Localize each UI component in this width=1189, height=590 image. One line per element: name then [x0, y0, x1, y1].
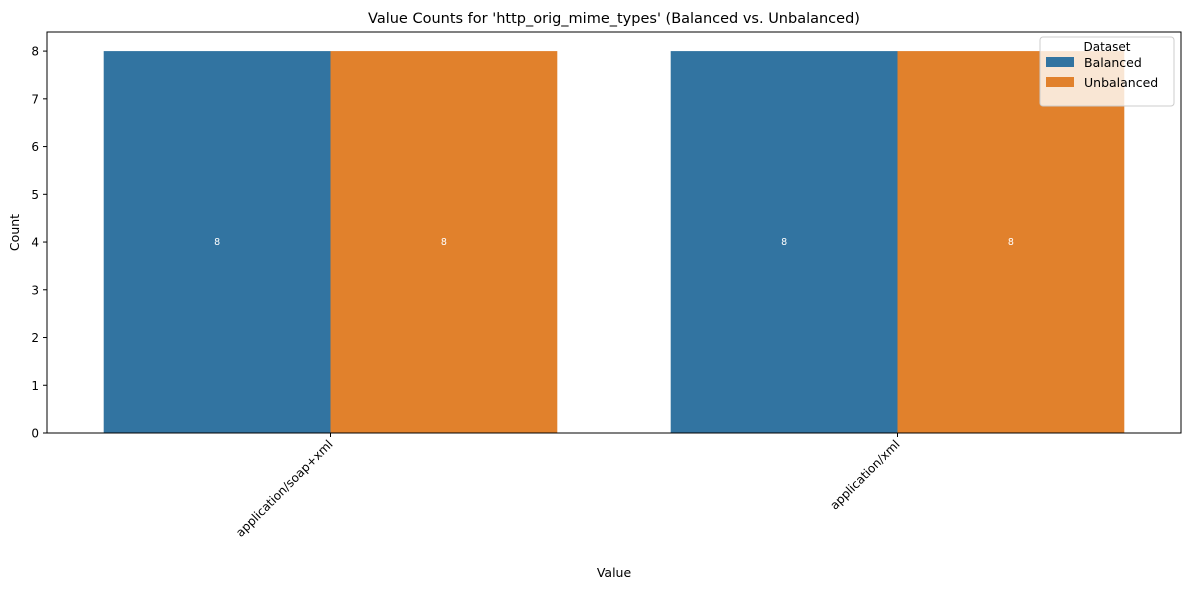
y-tick-label: 6 [31, 140, 39, 154]
data-label-balanced-2: 8 [781, 237, 787, 248]
y-axis: 0 1 2 3 4 5 6 7 8 [31, 45, 47, 441]
x-tick-label: application/xml [827, 437, 902, 512]
data-label-balanced-1: 8 [214, 237, 220, 248]
data-labels: 8 8 8 8 [214, 237, 1014, 248]
y-tick-label: 3 [31, 283, 39, 297]
legend-swatch-balanced [1046, 57, 1074, 67]
bar-balanced-2 [670, 51, 898, 433]
legend-items: Balanced Unbalanced [1046, 55, 1158, 90]
chart-title: Value Counts for 'http_orig_mime_types' … [368, 11, 860, 27]
legend-title: Dataset [1084, 40, 1131, 54]
data-label-unbalanced-1: 8 [441, 237, 447, 248]
y-tick-label: 2 [31, 331, 39, 345]
legend-box [1039, 36, 1175, 107]
data-label-unbalanced-2: 8 [1008, 237, 1014, 248]
x-axis-label: Value [597, 565, 632, 580]
y-tick-label: 1 [31, 379, 39, 393]
y-tick-label: 7 [31, 92, 39, 106]
plot-frame [46, 31, 1182, 434]
legend-swatch-unbalanced [1046, 77, 1074, 87]
bar-unbalanced-2 [897, 51, 1125, 433]
bars [103, 51, 1125, 433]
bar-balanced-1 [103, 51, 331, 433]
y-axis-label: Count [7, 214, 22, 251]
legend: Dataset Balanced Unbalanced [1039, 36, 1175, 107]
y-tick-label: 8 [31, 45, 39, 59]
legend-label-balanced: Balanced [1084, 55, 1142, 70]
y-tick-label: 5 [31, 188, 39, 202]
bar-unbalanced-1 [330, 51, 558, 433]
legend-label-unbalanced: Unbalanced [1084, 75, 1158, 90]
x-axis: application/soap+xml application/xml [233, 433, 903, 540]
y-tick-label: 0 [31, 427, 39, 441]
x-tick-label: application/soap+xml [233, 437, 336, 540]
y-tick-label: 4 [31, 236, 39, 250]
